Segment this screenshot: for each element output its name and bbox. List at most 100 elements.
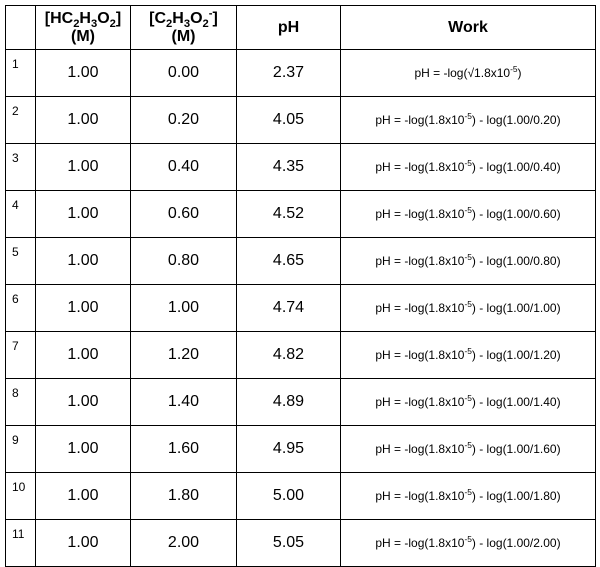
trial-number: 8 [5,378,36,426]
work-equation-cell: pH = -log(1.8x10-5) - log(1.00/1.60) [340,425,596,473]
work-equation-part: ) [517,66,522,80]
work-equation-cell: pH = -log(1.8x10-5) - log(1.00/1.80) [340,472,596,520]
acid-concentration-cell: 1.00 [35,284,131,332]
work-equation-cell: pH = -log(1.8x10-5) - log(1.00/0.20) [340,96,596,144]
work-equation-part: pH = -log(1.8x10 [375,254,465,268]
trial-number: 5 [5,237,36,285]
ph-value-cell: 4.74 [236,284,341,332]
base-concentration-cell: 1.20 [130,331,237,379]
acid-concentration-cell: 1.00 [35,96,131,144]
table-row: 3 1.00 0.40 4.35 pH = -log(1.8x10-5) - log(1… [5,143,596,191]
trial-number: 1 [5,49,36,97]
table-row: 1 1.00 0.00 2.37 pH = -log(√1.8x10-5) [5,49,596,97]
work-equation-part: ) - log(1.00/2.00) [471,536,561,550]
header-work: Work [340,5,596,50]
table-row: 6 1.00 1.00 4.74 pH = -log(1.8x10-5) - log(1… [5,284,596,332]
ph-value-cell: 4.35 [236,143,341,191]
trial-number: 11 [5,519,36,567]
base-concentration-cell: 0.40 [130,143,237,191]
table-row: 2 1.00 0.20 4.05 pH = -log(1.8x10-5) - log(1… [5,96,596,144]
table-row: 11 1.00 2.00 5.05 pH = -log(1.8x10-5) - log(… [5,519,596,567]
work-exponent: -5 [464,487,472,497]
header-acid-concentration: [HC2H3O2] (M) [35,5,131,50]
acid-concentration-cell: 1.00 [35,237,131,285]
ph-value-cell: 4.52 [236,190,341,238]
trial-number: 2 [5,96,36,144]
acid-concentration-cell: 1.00 [35,143,131,191]
base-concentration-cell: 1.40 [130,378,237,426]
header-row: [HC2H3O2] (M) [C2H3O2-] (M) pH Work [5,5,596,50]
trial-number: 9 [5,425,36,473]
work-equation-part: pH = -log(1.8x10 [375,489,465,503]
work-exponent: -5 [464,158,472,168]
work-exponent: -5 [464,252,472,262]
work-equation-cell: pH = -log(1.8x10-5) - log(1.00/1.20) [340,331,596,379]
base-concentration-cell: 1.00 [130,284,237,332]
ph-value-cell: 4.65 [236,237,341,285]
table-row: 5 1.00 0.80 4.65 pH = -log(1.8x10-5) - log(1… [5,237,596,285]
base-concentration-cell: 0.60 [130,190,237,238]
work-equation-part: ) - log(1.00/0.60) [471,207,561,221]
ph-value-cell: 5.00 [236,472,341,520]
work-equation-cell: pH = -log(1.8x10-5) - log(1.00/2.00) [340,519,596,567]
acid-concentration-cell: 1.00 [35,519,131,567]
work-equation-part: pH = -log(1.8x10 [375,395,465,409]
base-concentration-cell: 2.00 [130,519,237,567]
header-acid-formula: [HC2H3O2] [44,9,122,30]
base-concentration-cell: 1.80 [130,472,237,520]
trial-number: 10 [5,472,36,520]
table-row: 8 1.00 1.40 4.89 pH = -log(1.8x10-5) - log(1… [5,378,596,426]
base-concentration-cell: 0.80 [130,237,237,285]
trial-number: 3 [5,143,36,191]
table-row: 10 1.00 1.80 5.00 pH = -log(1.8x10-5) - log(… [5,472,596,520]
work-exponent: -5 [464,111,472,121]
ph-value-cell: 2.37 [236,49,341,97]
work-exponent: -5 [464,440,472,450]
header-base-formula: [C2H3O2-] [149,7,218,30]
work-exponent: -5 [464,393,472,403]
work-equation-part: pH = -log(1.8x10 [375,301,465,315]
work-equation-part: ) - log(1.00/0.20) [471,113,561,127]
ph-value-cell: 4.95 [236,425,341,473]
trial-number: 4 [5,190,36,238]
work-exponent: -5 [510,64,518,74]
acid-concentration-cell: 1.00 [35,331,131,379]
work-equation-cell: pH = -log(1.8x10-5) - log(1.00/0.40) [340,143,596,191]
ph-value-cell: 5.05 [236,519,341,567]
base-concentration-cell: 0.20 [130,96,237,144]
work-equation-part: ) - log(1.00/0.40) [471,160,561,174]
work-equation-part: ) - log(1.00/0.80) [471,254,561,268]
table-body: 1 1.00 0.00 2.37 pH = -log(√1.8x10-5) 2 1.00 0.… [5,49,596,567]
table-row: 7 1.00 1.20 4.82 pH = -log(1.8x10-5) - log(1… [5,331,596,379]
page: [HC2H3O2] (M) [C2H3O2-] (M) pH Work 1 1.0… [5,5,596,567]
work-equation-part: pH = -log(1.8x10 [375,207,465,221]
work-equation-part: ) - log(1.00/1.60) [471,442,561,456]
work-equation-part: ) - log(1.00/1.20) [471,348,561,362]
table-row: 4 1.00 0.60 4.52 pH = -log(1.8x10-5) - log(1… [5,190,596,238]
work-equation-cell: pH = -log(1.8x10-5) - log(1.00/0.80) [340,237,596,285]
acid-concentration-cell: 1.00 [35,425,131,473]
header-trial [5,5,36,50]
acid-concentration-cell: 1.00 [35,190,131,238]
ph-value-cell: 4.89 [236,378,341,426]
work-equation-part: pH = -log(1.8x10 [375,113,465,127]
work-equation-cell: pH = -log(1.8x10-5) - log(1.00/1.00) [340,284,596,332]
work-equation-part: ) - log(1.00/1.40) [471,395,561,409]
base-concentration-cell: 0.00 [130,49,237,97]
work-equation-part: pH = -log(1.8x10 [375,348,465,362]
work-equation-part: ) - log(1.00/1.00) [471,301,561,315]
work-exponent: -5 [464,346,472,356]
buffer-ph-table: [HC2H3O2] (M) [C2H3O2-] (M) pH Work 1 1.0… [5,5,596,567]
header-base-unit: (M) [171,27,196,45]
work-exponent: -5 [464,205,472,215]
trial-number: 7 [5,331,36,379]
ph-value-cell: 4.82 [236,331,341,379]
trial-number: 6 [5,284,36,332]
acid-concentration-cell: 1.00 [35,49,131,97]
work-equation-part: pH = -log(1.8x10 [375,160,465,174]
work-equation-part: pH = -log(√1.8x10 [414,66,511,80]
header-ph: pH [236,5,341,50]
work-equation-part: pH = -log(1.8x10 [375,442,465,456]
acid-concentration-cell: 1.00 [35,378,131,426]
work-exponent: -5 [464,299,472,309]
